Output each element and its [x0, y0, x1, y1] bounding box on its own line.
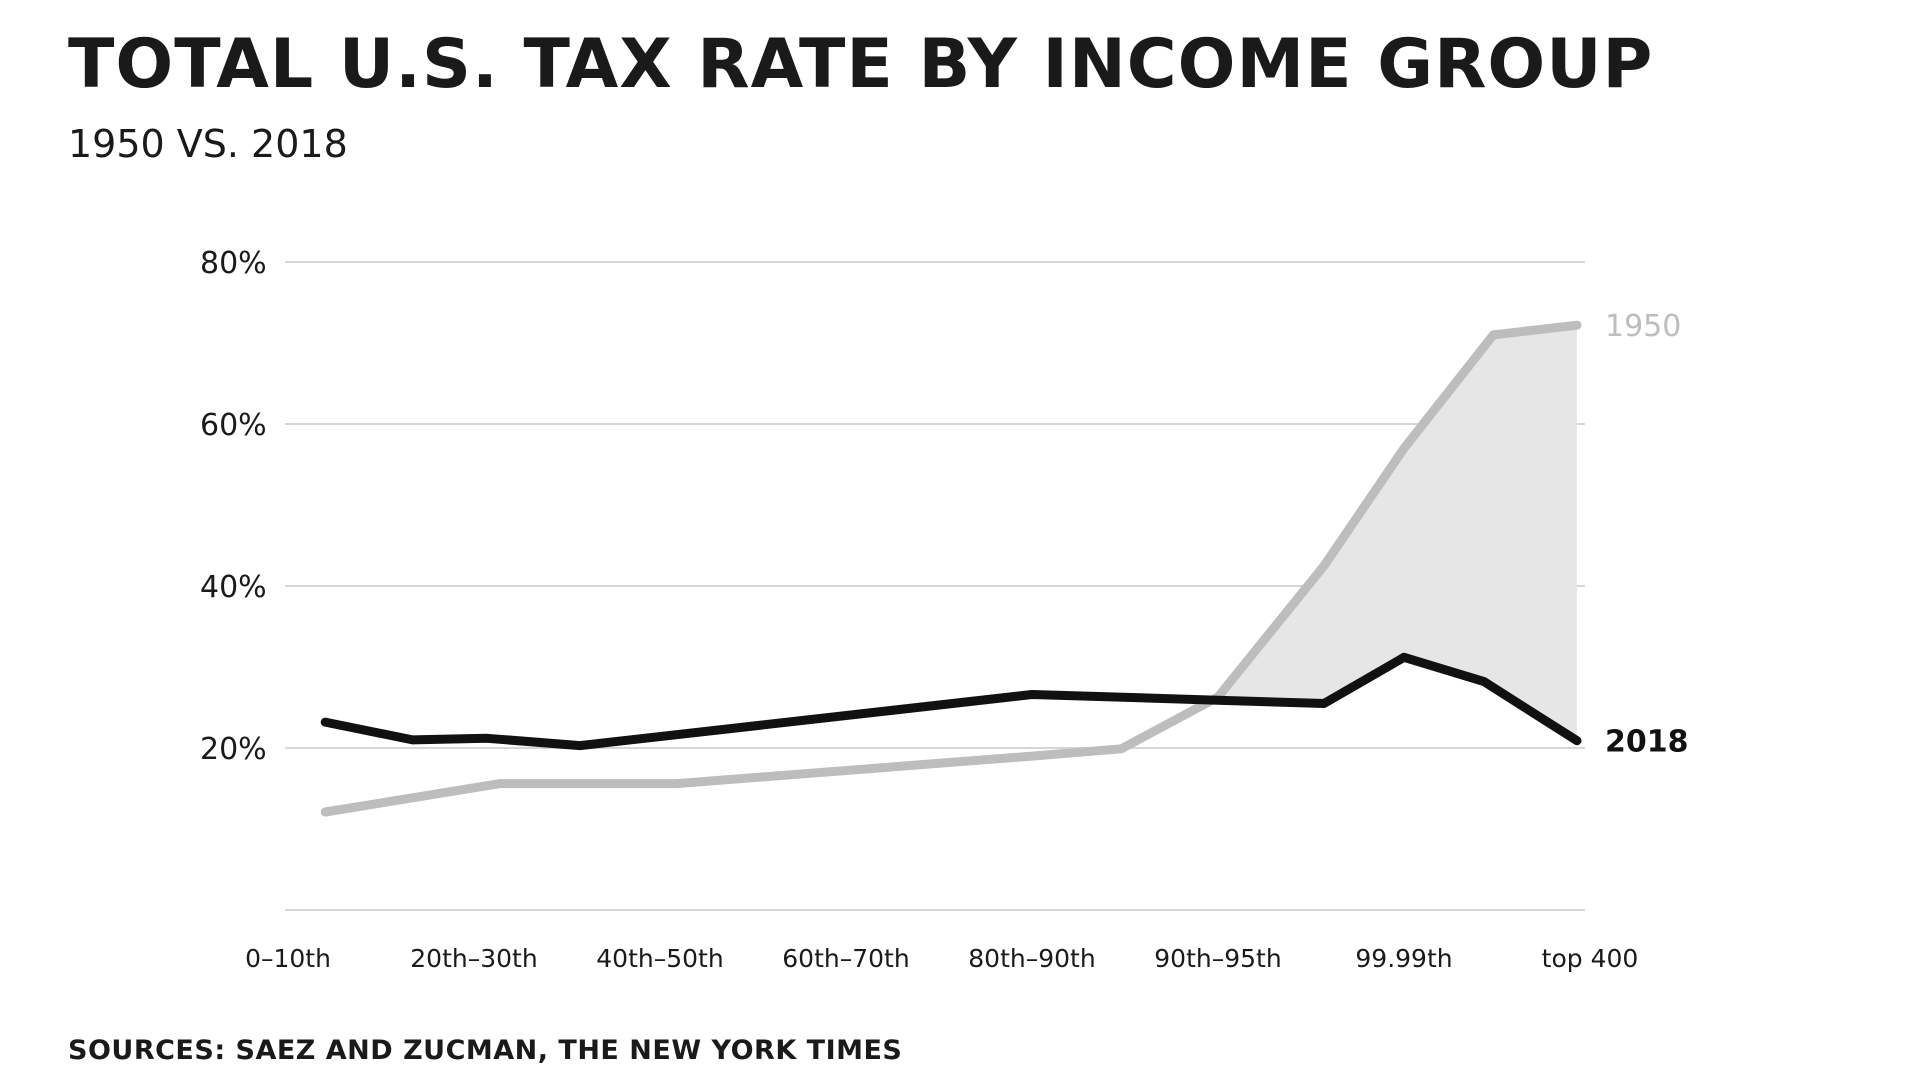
y-tick-label: 20%: [200, 732, 267, 767]
chart-subtitle: 1950 VS. 2018: [68, 122, 348, 166]
series-line-2018: [320, 652, 1582, 751]
chart-title: TOTAL U.S. TAX RATE BY INCOME GROUP: [68, 25, 1654, 104]
x-tick-label: 0–10th: [245, 944, 331, 973]
x-tick-label: 20th–30th: [410, 944, 537, 973]
x-tick-label: 80th–90th: [968, 944, 1095, 973]
series-labels: 1950 2018: [1605, 309, 1689, 760]
series-label-2018: 2018: [1605, 725, 1689, 760]
y-tick-label: 40%: [200, 570, 267, 605]
x-tick-label: 40th–50th: [596, 944, 723, 973]
x-tick-label: 90th–95th: [1154, 944, 1281, 973]
series-lines: [320, 320, 1582, 817]
gap-shading: [1212, 325, 1577, 741]
series-label-1950: 1950: [1605, 309, 1681, 344]
x-tick-label: top 400: [1542, 944, 1639, 973]
gap-area: [1212, 325, 1577, 741]
x-tick-label: 99.99th: [1355, 944, 1452, 973]
series-line-1950: [320, 320, 1582, 817]
y-axis-ticks: 20% 40% 60% 80%: [200, 246, 267, 767]
x-axis-ticks: 0–10th 20th–30th 40th–50th 60th–70th 80th–90…: [245, 944, 1638, 973]
y-tick-label: 60%: [200, 408, 267, 443]
x-tick-label: 60th–70th: [782, 944, 909, 973]
source-note: SOURCES: SAEZ AND ZUCMAN, THE NEW YORK T…: [68, 1035, 903, 1066]
y-tick-label: 80%: [200, 246, 267, 281]
